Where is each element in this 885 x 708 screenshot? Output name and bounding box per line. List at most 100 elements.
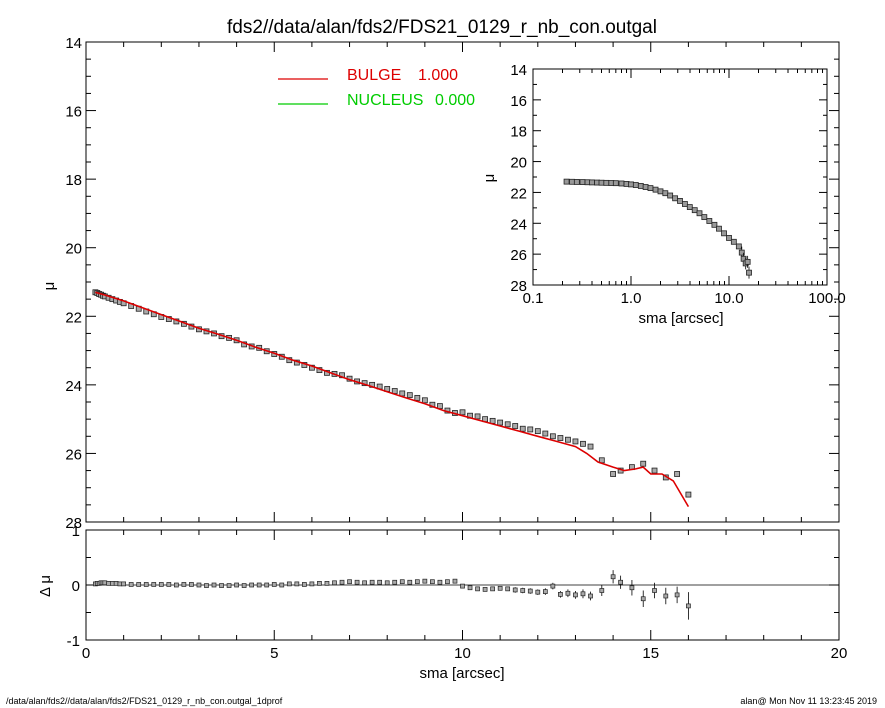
residual-point	[535, 589, 541, 595]
residual-point	[610, 574, 616, 580]
main-data-point	[610, 471, 616, 477]
residual-point	[102, 580, 108, 586]
residual-point	[629, 585, 635, 591]
residual-point	[652, 588, 657, 593]
residual-ytick-label: 0	[72, 578, 80, 595]
residual-point	[226, 583, 232, 588]
residual-point	[354, 579, 360, 585]
inset-ytick-label: 22	[510, 185, 527, 202]
main-data-point	[414, 394, 421, 401]
residual-point	[294, 581, 300, 587]
residual-point	[558, 591, 563, 597]
inset-data-point	[735, 243, 742, 250]
main-ylabel: μ	[41, 282, 58, 291]
main-data-point	[674, 471, 681, 477]
bulge-model-line	[95, 291, 690, 508]
residual-point	[430, 579, 435, 585]
inset-xtick-label: 100.0	[808, 290, 846, 307]
inset-ytick-label: 18	[510, 124, 527, 141]
residual-point	[475, 586, 480, 592]
inset-frame	[532, 68, 828, 286]
main-data-point	[497, 419, 504, 426]
residual-point	[339, 579, 345, 585]
residual-point	[347, 579, 352, 585]
residual-point	[309, 581, 315, 587]
main-data-point	[557, 435, 564, 441]
inset-data-point	[667, 192, 674, 199]
residual-point	[452, 578, 458, 584]
xtick-label: 15	[642, 645, 659, 662]
inset-ytick-label: 26	[510, 247, 527, 264]
residual-point	[204, 583, 209, 588]
residual-point	[302, 582, 307, 587]
residual-point	[324, 580, 330, 586]
main-data-point	[580, 440, 586, 447]
main-data-point	[399, 390, 406, 397]
main-data-point	[587, 443, 594, 450]
inset-ytick-label: 24	[510, 216, 527, 233]
residual-point	[384, 580, 390, 586]
inset-data-point	[721, 230, 727, 237]
residual-point	[128, 582, 134, 587]
inset-data-point	[657, 188, 664, 195]
main-data-point	[512, 423, 519, 429]
inset-data-point	[573, 179, 580, 185]
inset-ylabel: μ	[481, 174, 498, 183]
residual-ytick-label: 1	[72, 523, 80, 540]
footer-path: /data/alan/fds2//data/alan/fds2/FDS21_01…	[6, 696, 283, 706]
residual-point	[136, 582, 142, 587]
residual-point	[505, 586, 511, 592]
residual-point	[110, 580, 115, 586]
inset-data-point	[569, 178, 575, 185]
residual-point	[106, 580, 111, 586]
main-ytick-label: 28	[65, 515, 82, 532]
inset-xtick-label: 0.1	[523, 290, 544, 307]
main-data-point	[406, 392, 413, 399]
residual-point	[640, 596, 646, 602]
inset-data-point	[612, 180, 619, 187]
residual-point	[580, 591, 586, 597]
main-data-point	[459, 409, 466, 416]
inset-data-point	[738, 249, 745, 256]
residual-point	[166, 582, 172, 587]
inset-data-point	[598, 179, 605, 186]
residual-point	[234, 582, 239, 588]
main-ytick-label: 24	[65, 378, 82, 395]
main-ytick-label: 26	[65, 446, 82, 463]
main-data-point	[549, 433, 556, 440]
xtick-label: 20	[831, 645, 848, 662]
residual-point	[279, 582, 285, 588]
residual-point	[422, 578, 428, 584]
residual-point	[550, 583, 556, 589]
main-ytick-label: 16	[65, 104, 82, 121]
residual-point	[286, 581, 292, 587]
inset-data-point	[637, 183, 644, 189]
xtick-label: 5	[270, 645, 278, 662]
main-data-point	[565, 436, 571, 443]
residual-point	[663, 593, 669, 599]
residual-point	[445, 579, 450, 585]
main-ytick-label: 18	[65, 172, 82, 189]
main-data-point	[421, 397, 428, 404]
residual-point	[369, 579, 375, 585]
residual-point	[211, 582, 217, 588]
residual-ylabel: Δ μ	[37, 575, 54, 597]
residual-point	[196, 582, 202, 588]
residual-point	[527, 588, 533, 594]
residual-point	[249, 582, 255, 588]
main-data-point	[474, 413, 481, 420]
residual-point	[332, 580, 337, 586]
inset-data-point	[686, 204, 693, 210]
inset-data-point	[652, 186, 659, 193]
residual-point	[497, 585, 503, 591]
inset-data-point	[662, 190, 669, 197]
main-data-point	[640, 460, 647, 467]
inset-data-point	[730, 238, 737, 245]
residual-point	[219, 583, 224, 588]
main-data-point	[651, 467, 658, 474]
residual-point	[437, 579, 443, 585]
inset-data-point	[628, 181, 634, 188]
residual-point	[565, 590, 571, 596]
inset-ytick-label: 16	[510, 93, 527, 110]
